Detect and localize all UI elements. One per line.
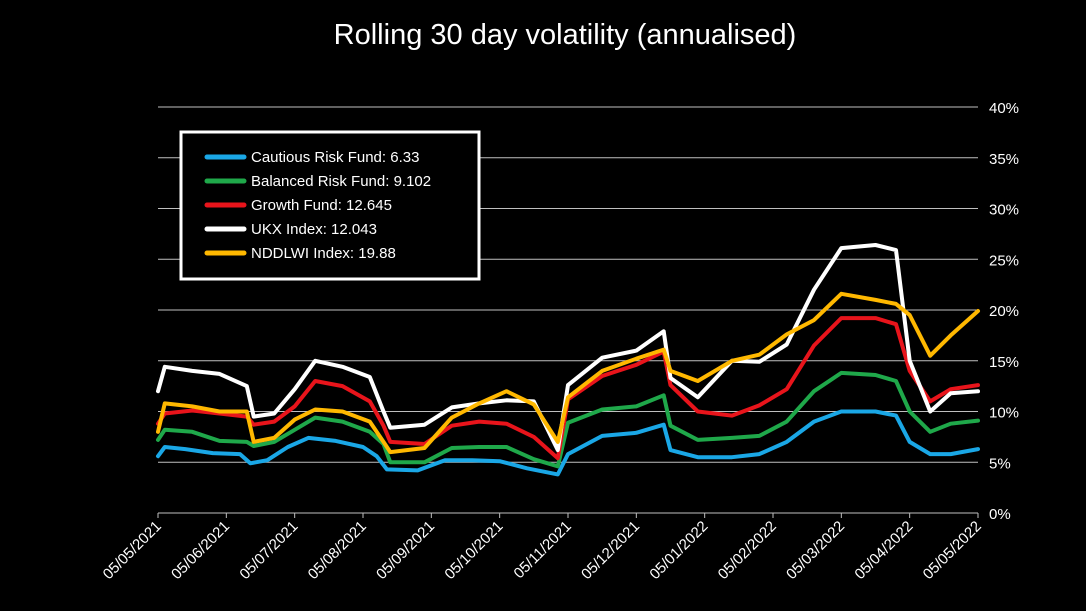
series-line-0	[156, 409, 980, 477]
y-tick-label: 35%	[989, 151, 1019, 168]
y-tick-label: 30%	[989, 202, 1019, 219]
y-tick-label: 0%	[989, 506, 1011, 523]
y-tick-label: 5%	[989, 455, 1011, 472]
series-line-2	[156, 316, 980, 461]
y-axis-ticks: 0% 5% 10% 15% 20% 25% 30% 35% 40%	[989, 100, 1019, 523]
series-line-4	[156, 291, 980, 455]
legend-entry: Growth Fund: 12.645	[251, 197, 392, 214]
legend: Cautious Risk Fund: 6.33 Balanced Risk Fu…	[179, 130, 481, 281]
legend-entry: UKX Index: 12.043	[251, 221, 377, 238]
y-tick-label: 20%	[989, 303, 1019, 320]
y-tick-label: 15%	[989, 354, 1019, 371]
series-line-1	[156, 370, 980, 469]
series-lines	[156, 243, 980, 477]
legend-entry: Cautious Risk Fund: 6.33	[251, 149, 419, 166]
legend-entry: Balanced Risk Fund: 9.102	[251, 173, 431, 190]
legend-entry: NDDLWI Index: 19.88	[251, 245, 396, 262]
y-tick-label: 25%	[989, 252, 1019, 269]
y-tick-label: 10%	[989, 405, 1019, 422]
y-tick-label: 40%	[989, 100, 1019, 117]
chart-title: Rolling 30 day volatility (annualised)	[334, 19, 797, 51]
